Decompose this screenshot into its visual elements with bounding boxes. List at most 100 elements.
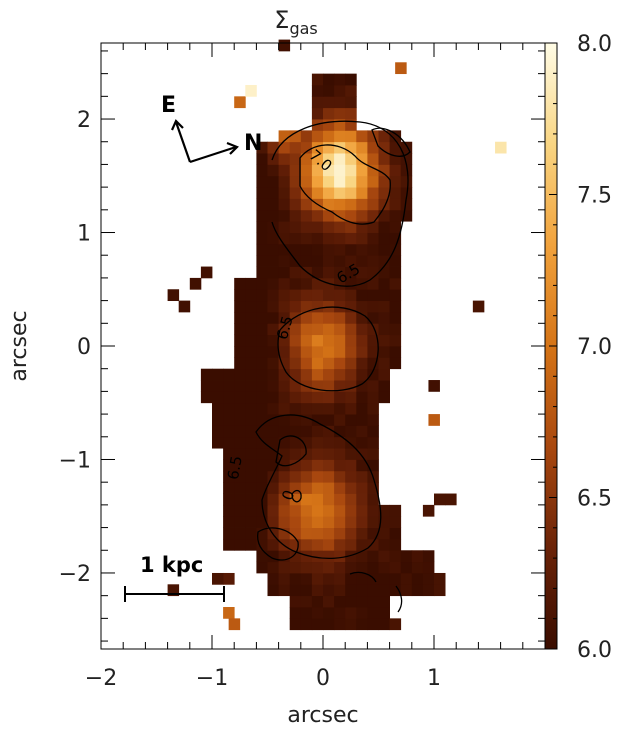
map-pixel bbox=[367, 380, 379, 392]
map-pixel bbox=[323, 335, 335, 347]
map-pixel bbox=[401, 176, 413, 188]
map-pixel bbox=[356, 550, 368, 562]
map-pixel bbox=[290, 289, 302, 301]
x-tick-label: 0 bbox=[316, 666, 330, 691]
map-pixel bbox=[312, 289, 324, 301]
map-pixel bbox=[301, 562, 313, 574]
map-pixel bbox=[268, 289, 280, 301]
map-pixel bbox=[312, 391, 324, 403]
map-pixel bbox=[234, 312, 246, 324]
map-pixel bbox=[312, 301, 324, 313]
map-pixel bbox=[367, 391, 379, 403]
map-pixel bbox=[312, 494, 324, 506]
map-pixel bbox=[290, 596, 302, 608]
map-pixel bbox=[323, 596, 335, 608]
map-pixel bbox=[190, 278, 202, 290]
map-pixel bbox=[334, 414, 346, 426]
map-pixel bbox=[256, 233, 268, 245]
map-pixel bbox=[256, 550, 268, 562]
map-pixel bbox=[356, 187, 368, 199]
map-pixel bbox=[356, 414, 368, 426]
map-pixel bbox=[312, 562, 324, 574]
map-pixel bbox=[345, 618, 357, 630]
map-pixel bbox=[279, 301, 291, 313]
map-pixel bbox=[379, 335, 391, 347]
map-pixel bbox=[356, 596, 368, 608]
map-pixel bbox=[345, 187, 357, 199]
map-pixel bbox=[379, 528, 391, 540]
map-pixel bbox=[256, 255, 268, 267]
map-pixel bbox=[212, 403, 224, 415]
map-pixel bbox=[268, 562, 280, 574]
map-pixel bbox=[223, 403, 235, 415]
map-pixel bbox=[495, 142, 507, 154]
colorbar-tick-label: 6.5 bbox=[577, 487, 612, 512]
map-pixel bbox=[301, 459, 313, 471]
map-pixel bbox=[323, 562, 335, 574]
map-pixel bbox=[312, 459, 324, 471]
map-pixel bbox=[290, 562, 302, 574]
map-pixel bbox=[367, 301, 379, 313]
map-pixel bbox=[290, 573, 302, 585]
map-pixel bbox=[345, 289, 357, 301]
map-pixel bbox=[356, 482, 368, 494]
map-pixel bbox=[334, 164, 346, 176]
map-pixel bbox=[268, 425, 280, 437]
map-pixel bbox=[334, 176, 346, 188]
map-pixel bbox=[379, 596, 391, 608]
map-pixel bbox=[301, 573, 313, 585]
map-pixel bbox=[323, 539, 335, 551]
map-pixel bbox=[301, 539, 313, 551]
map-pixel bbox=[323, 130, 335, 142]
map-pixel bbox=[345, 244, 357, 256]
map-pixel bbox=[290, 301, 302, 313]
map-pixel bbox=[401, 562, 413, 574]
map-pixel bbox=[423, 550, 435, 562]
map-pixel bbox=[345, 108, 357, 120]
map-pixel bbox=[290, 607, 302, 619]
map-pixel bbox=[234, 391, 246, 403]
map-pixel bbox=[345, 471, 357, 483]
map-pixel bbox=[234, 403, 246, 415]
map-pixel bbox=[212, 425, 224, 437]
compass: E N bbox=[161, 93, 262, 162]
map-pixel bbox=[345, 130, 357, 142]
map-pixel bbox=[323, 607, 335, 619]
map-pixel bbox=[312, 550, 324, 562]
map-pixel bbox=[223, 482, 235, 494]
map-pixel bbox=[268, 391, 280, 403]
map-pixel bbox=[301, 596, 313, 608]
map-pixel bbox=[323, 119, 335, 131]
map-pixel bbox=[245, 539, 256, 551]
map-pixel bbox=[201, 267, 213, 279]
map-pixel bbox=[301, 391, 313, 403]
map-pixel bbox=[323, 403, 335, 415]
map-pixel bbox=[245, 437, 256, 449]
map-pixel bbox=[334, 142, 346, 154]
map-pixel bbox=[379, 301, 391, 313]
map-pixel bbox=[390, 210, 402, 222]
map-pixel bbox=[323, 323, 335, 335]
map-pixel bbox=[301, 130, 313, 142]
map-pixel bbox=[379, 153, 391, 165]
map-pixel bbox=[334, 96, 346, 108]
map-pixel bbox=[256, 289, 268, 301]
y-tick-label: 0 bbox=[77, 335, 91, 360]
map-pixel bbox=[301, 482, 313, 494]
map-pixel bbox=[345, 198, 357, 210]
map-pixel bbox=[245, 494, 256, 506]
map-pixel bbox=[312, 369, 324, 381]
map-pixel bbox=[256, 312, 268, 324]
map-pixel bbox=[323, 108, 335, 120]
chart-title-subscript: gas bbox=[289, 19, 317, 38]
map-pixel bbox=[356, 210, 368, 222]
map-pixel bbox=[390, 357, 402, 369]
map-pixel bbox=[334, 289, 346, 301]
y-tick-label: −1 bbox=[59, 448, 91, 473]
map-pixel bbox=[312, 573, 324, 585]
map-pixel bbox=[279, 142, 291, 154]
map-pixel bbox=[290, 539, 302, 551]
map-pixel bbox=[223, 369, 235, 381]
map-pixel bbox=[356, 618, 368, 630]
map-pixel bbox=[301, 164, 313, 176]
